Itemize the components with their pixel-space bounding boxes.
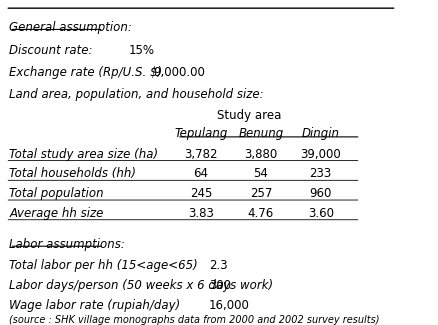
Text: 3,782: 3,782 xyxy=(184,148,217,161)
Text: Total population: Total population xyxy=(9,187,104,200)
Text: Dingin: Dingin xyxy=(301,127,339,140)
Text: Study area: Study area xyxy=(216,109,280,122)
Text: Labor days/person (50 weeks x 6 days work): Labor days/person (50 weeks x 6 days wor… xyxy=(9,279,273,292)
Text: Tepulang: Tepulang xyxy=(174,127,227,140)
Text: 15%: 15% xyxy=(129,44,155,57)
Text: 4.76: 4.76 xyxy=(247,207,273,220)
Text: 245: 245 xyxy=(189,187,212,200)
Text: Wage labor rate (rupiah/day): Wage labor rate (rupiah/day) xyxy=(9,299,180,312)
Text: 3.83: 3.83 xyxy=(187,207,213,220)
Text: 64: 64 xyxy=(193,167,208,180)
Text: (source : SHK village monographs data from 2000 and 2002 survey results): (source : SHK village monographs data fr… xyxy=(9,315,379,325)
Text: Labor assumptions:: Labor assumptions: xyxy=(9,238,125,251)
Text: 3.60: 3.60 xyxy=(307,207,333,220)
Text: 39,000: 39,000 xyxy=(300,148,340,161)
Text: 300: 300 xyxy=(208,279,230,292)
Text: 9,000.00: 9,000.00 xyxy=(153,66,205,79)
Text: 16,000: 16,000 xyxy=(208,299,249,312)
Text: Discount rate:: Discount rate: xyxy=(9,44,93,57)
Text: General assumption:: General assumption: xyxy=(9,21,132,34)
Text: Total households (hh): Total households (hh) xyxy=(9,167,136,180)
Text: 3,880: 3,880 xyxy=(244,148,277,161)
Text: Benung: Benung xyxy=(238,127,283,140)
Text: Average hh size: Average hh size xyxy=(9,207,103,220)
Text: 960: 960 xyxy=(309,187,331,200)
Text: 233: 233 xyxy=(309,167,331,180)
Text: Land area, population, and household size:: Land area, population, and household siz… xyxy=(9,88,263,101)
Text: Exchange rate (Rp/U.S. $): Exchange rate (Rp/U.S. $) xyxy=(9,66,162,79)
Text: 257: 257 xyxy=(249,187,272,200)
Text: Total labor per hh (15<age<65): Total labor per hh (15<age<65) xyxy=(9,259,198,272)
Text: 2.3: 2.3 xyxy=(208,259,227,272)
Text: 54: 54 xyxy=(253,167,268,180)
Text: Total study area size (ha): Total study area size (ha) xyxy=(9,148,158,161)
